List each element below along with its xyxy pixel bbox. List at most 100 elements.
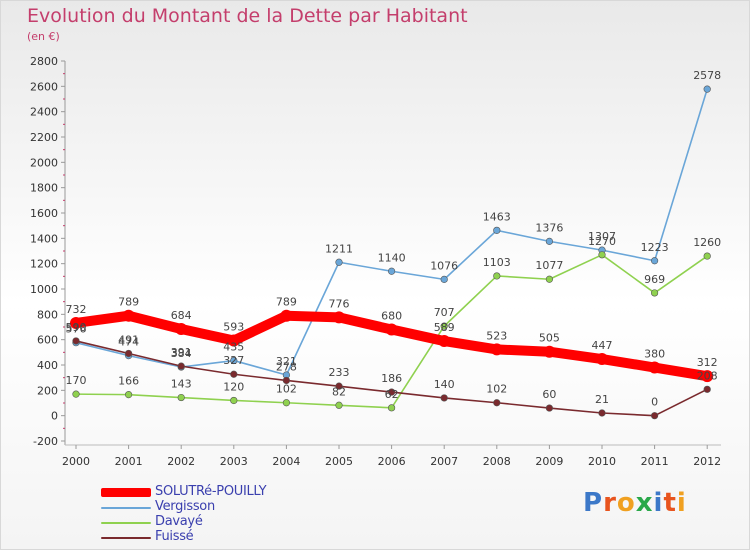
logo-letter: r xyxy=(603,488,617,518)
data-label: 384 xyxy=(171,347,192,360)
data-point xyxy=(493,272,501,280)
data-point xyxy=(227,334,240,347)
chart-title: Evolution du Montant de la Dette par Hab… xyxy=(27,5,468,27)
data-label: 233 xyxy=(329,366,350,379)
data-label: 680 xyxy=(381,310,402,323)
data-point xyxy=(177,393,185,402)
legend-label: Fuissé xyxy=(155,529,194,544)
data-point xyxy=(230,396,238,405)
data-point xyxy=(72,337,80,345)
data-point xyxy=(440,322,448,330)
data-label: 208 xyxy=(697,369,718,382)
y-tick-label: -200 xyxy=(33,435,58,448)
data-label: 166 xyxy=(118,375,139,388)
data-label: 505 xyxy=(539,332,560,345)
data-point xyxy=(543,345,556,358)
data-point xyxy=(545,404,554,412)
data-point xyxy=(385,323,398,336)
data-point xyxy=(122,309,135,322)
data-label: 491 xyxy=(118,333,139,346)
x-tick-label: 2007 xyxy=(430,455,458,468)
x-tick-label: 2003 xyxy=(220,455,248,468)
data-point xyxy=(124,349,133,358)
data-point xyxy=(703,85,711,93)
logo-letter: i xyxy=(653,488,664,518)
data-point xyxy=(598,409,606,417)
data-label: 1211 xyxy=(325,242,353,255)
data-label: 380 xyxy=(644,348,665,361)
y-tick-label: 2200 xyxy=(30,131,58,144)
data-point xyxy=(438,335,451,348)
data-label: 1307 xyxy=(588,230,616,243)
data-point xyxy=(333,311,345,324)
data-label: 789 xyxy=(276,296,297,309)
data-label: 60 xyxy=(542,388,556,401)
proxiti-logo: Proxiti xyxy=(583,488,687,518)
data-label: 143 xyxy=(171,378,192,391)
data-point xyxy=(335,382,343,390)
data-label: 593 xyxy=(223,321,244,334)
data-point xyxy=(648,361,661,374)
legend-label: Davayé xyxy=(155,514,203,529)
data-point xyxy=(703,385,711,393)
x-tick-label: 2000 xyxy=(62,455,90,468)
data-label: 1260 xyxy=(693,236,721,249)
data-point xyxy=(545,237,554,245)
data-label: 1076 xyxy=(430,259,458,272)
data-label: 327 xyxy=(223,354,244,367)
y-tick-label: 2000 xyxy=(30,156,58,169)
data-point xyxy=(701,370,714,383)
data-point xyxy=(335,258,343,266)
x-tick-label: 2011 xyxy=(641,455,669,468)
logo-letter: i xyxy=(676,488,687,518)
data-label: 170 xyxy=(66,374,87,387)
data-label: 590 xyxy=(66,321,87,334)
data-point xyxy=(650,257,659,265)
data-point xyxy=(650,289,659,297)
data-label: 391 xyxy=(171,346,192,359)
data-point xyxy=(388,388,396,396)
data-point xyxy=(598,251,606,259)
data-point xyxy=(280,309,293,322)
logo-letter: P xyxy=(583,488,604,518)
data-point xyxy=(335,401,343,409)
logo-letter: t xyxy=(663,488,677,518)
data-label: 102 xyxy=(486,383,507,396)
data-label: 140 xyxy=(434,378,455,391)
y-tick-label: 600 xyxy=(37,334,58,347)
data-label: 312 xyxy=(697,356,718,369)
data-label: 435 xyxy=(223,341,244,354)
chart-subtitle: (en €) xyxy=(27,30,60,43)
data-point xyxy=(388,404,396,412)
data-point xyxy=(282,376,291,385)
y-tick-label: 800 xyxy=(37,308,58,321)
data-point xyxy=(282,399,291,407)
data-label: 82 xyxy=(332,385,346,398)
data-point xyxy=(124,391,133,399)
data-point xyxy=(596,353,608,366)
x-tick-label: 2002 xyxy=(167,455,195,468)
x-tick-label: 2001 xyxy=(115,455,143,468)
data-point xyxy=(703,252,711,260)
y-tick-label: 1600 xyxy=(30,207,58,220)
data-point xyxy=(440,275,448,283)
data-label: 789 xyxy=(118,296,139,309)
data-label: 589 xyxy=(434,321,455,334)
data-label: 707 xyxy=(434,306,455,319)
data-label: 576 xyxy=(66,323,87,336)
data-label: 1463 xyxy=(483,210,511,223)
data-point xyxy=(493,226,501,234)
legend-swatch xyxy=(101,506,151,509)
data-label: 684 xyxy=(171,309,192,322)
data-point xyxy=(70,316,82,329)
data-point xyxy=(72,390,80,398)
logo-letter: x xyxy=(635,488,654,518)
y-tick-label: 1200 xyxy=(30,258,58,271)
data-point xyxy=(230,370,238,378)
data-label: 1223 xyxy=(641,241,669,254)
data-label: 776 xyxy=(329,297,350,310)
data-point xyxy=(177,362,185,370)
data-label: 120 xyxy=(223,380,244,393)
legend-label: Vergisson xyxy=(155,499,215,514)
